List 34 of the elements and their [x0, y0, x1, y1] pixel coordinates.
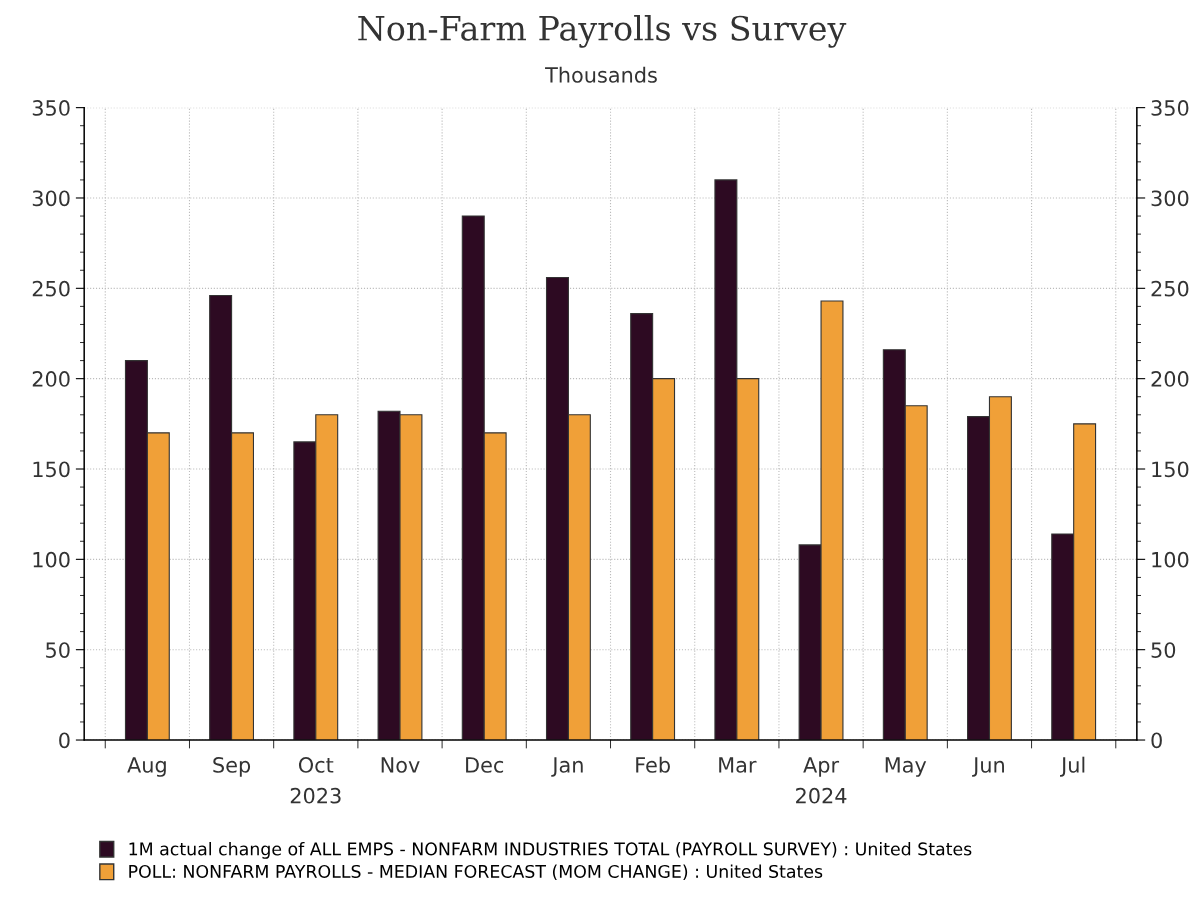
x-tick-label: Mar	[719, 757, 757, 773]
y2-tick-label: 200	[1151, 371, 1189, 387]
chart-subtitle: Thousands	[545, 66, 657, 83]
x-tick-label: Jun	[972, 757, 1004, 777]
y-tick-label: 350	[32, 100, 70, 116]
y-tick-label: 0	[59, 732, 70, 749]
y-tick-label: 250	[32, 280, 70, 297]
y2-tick-label: 150	[1152, 461, 1189, 478]
x-tick-label: Nov	[381, 757, 420, 773]
chart-title: Non-Farm Payrolls vs Survey	[358, 15, 847, 48]
x-tick-label: Sep	[213, 757, 251, 777]
text: 2023	[290, 787, 341, 804]
x-tick-label: Jan	[551, 757, 583, 777]
y-tick-label: 100	[33, 551, 70, 568]
text: 2024	[796, 787, 847, 804]
x-tick-label: Jul	[1060, 756, 1085, 777]
x-tick-label: Oct	[298, 757, 334, 773]
legend-label: POLL: NONFARM PAYROLLS - MEDIAN FORECAST (MOM CHANGE) : United States	[129, 864, 823, 881]
x-tick-label: Feb	[636, 756, 670, 773]
x-tick-label: May	[885, 757, 927, 777]
x-tick-label: Dec	[466, 757, 504, 773]
x-tick-label: Apr	[803, 757, 840, 777]
y2-tick-label: 0	[1151, 732, 1162, 749]
y-tick-label: 150	[33, 461, 70, 478]
y2-tick-label: 250	[1151, 280, 1189, 297]
legend-label: 1M actual change of ALL EMPS - NONFARM INDUSTRIES TOTAL (PAYROLL SURVEY) : United States	[129, 842, 972, 859]
y-tick-label: 50	[46, 642, 70, 658]
y-tick-label: 200	[32, 371, 70, 387]
y2-tick-label: 100	[1152, 551, 1189, 568]
y2-tick-label: 300	[1151, 190, 1189, 207]
y2-tick-label: 50	[1151, 642, 1176, 658]
y-tick-label: 300	[32, 190, 70, 207]
x-tick-label: Aug	[127, 757, 166, 777]
y2-tick-label: 350	[1151, 100, 1189, 116]
